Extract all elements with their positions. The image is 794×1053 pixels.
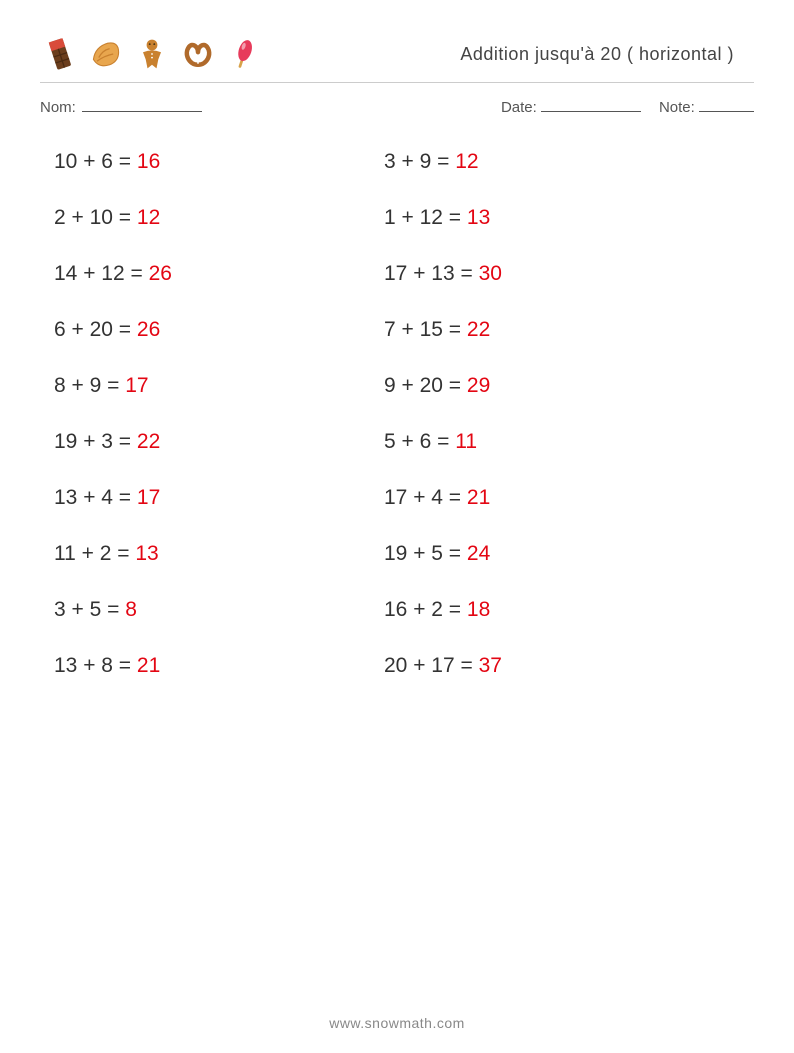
problem: 14 + 12 = 26 — [54, 262, 384, 286]
problem: 17 + 13 = 30 — [384, 262, 734, 286]
problem-expression: 9 + 20 = — [384, 374, 467, 397]
problem-answer: 21 — [467, 486, 490, 509]
problem-answer: 18 — [467, 598, 490, 621]
problem: 2 + 10 = 12 — [54, 206, 384, 230]
meta-name: Nom: — [40, 96, 202, 116]
problem: 19 + 5 = 24 — [384, 542, 734, 566]
problem-answer: 26 — [149, 262, 172, 285]
gingerbread-icon — [132, 34, 172, 74]
meta-note: Note: — [659, 96, 754, 116]
problem-answer: 13 — [135, 542, 158, 565]
croissant-icon — [86, 34, 126, 74]
problem-answer: 17 — [137, 486, 160, 509]
meta-date: Date: — [501, 96, 641, 116]
problem-answer: 16 — [137, 150, 160, 173]
problem-answer: 37 — [479, 654, 502, 677]
meta-row: Nom: Date: Note: — [40, 96, 754, 116]
problem-expression: 14 + 12 = — [54, 262, 149, 285]
pretzel-icon — [178, 34, 218, 74]
date-label: Date: — [501, 99, 537, 116]
problem-expression: 1 + 12 = — [384, 206, 467, 229]
problem-answer: 29 — [467, 374, 490, 397]
problem-answer: 22 — [467, 318, 490, 341]
header: Addition jusqu'à 20 ( horizontal ) — [40, 30, 754, 78]
problem: 6 + 20 = 26 — [54, 318, 384, 342]
chocolate-bar-icon — [40, 34, 80, 74]
problems-grid: 10 + 6 = 163 + 9 = 122 + 10 = 121 + 12 =… — [54, 150, 734, 678]
problem: 7 + 15 = 22 — [384, 318, 734, 342]
problem-answer: 24 — [467, 542, 490, 565]
name-blank — [82, 96, 202, 112]
problem-answer: 17 — [125, 374, 148, 397]
problem: 1 + 12 = 13 — [384, 206, 734, 230]
problem-expression: 17 + 13 = — [384, 262, 479, 285]
header-divider — [40, 82, 754, 83]
problem-answer: 30 — [479, 262, 502, 285]
problem-expression: 19 + 5 = — [384, 542, 467, 565]
problem-answer: 12 — [455, 150, 478, 173]
popsicle-icon — [224, 34, 264, 74]
problem: 16 + 2 = 18 — [384, 598, 734, 622]
problem-expression: 13 + 4 = — [54, 486, 137, 509]
problem: 19 + 3 = 22 — [54, 430, 384, 454]
problem-answer: 21 — [137, 654, 160, 677]
problem: 3 + 9 = 12 — [384, 150, 734, 174]
problem-expression: 16 + 2 = — [384, 598, 467, 621]
problem: 3 + 5 = 8 — [54, 598, 384, 622]
problem: 8 + 9 = 17 — [54, 374, 384, 398]
problem-expression: 11 + 2 = — [54, 542, 135, 565]
problem: 11 + 2 = 13 — [54, 542, 384, 566]
problem-expression: 3 + 9 = — [384, 150, 455, 173]
note-blank — [699, 96, 754, 112]
problem-expression: 7 + 15 = — [384, 318, 467, 341]
problem: 13 + 4 = 17 — [54, 486, 384, 510]
problem-answer: 12 — [137, 206, 160, 229]
problem-expression: 19 + 3 = — [54, 430, 137, 453]
problem: 10 + 6 = 16 — [54, 150, 384, 174]
problem-expression: 2 + 10 = — [54, 206, 137, 229]
problem-answer: 8 — [125, 598, 137, 621]
problem-expression: 13 + 8 = — [54, 654, 137, 677]
problem: 13 + 8 = 21 — [54, 654, 384, 678]
worksheet-page: Addition jusqu'à 20 ( horizontal ) Nom: … — [0, 0, 794, 1053]
problem-answer: 22 — [137, 430, 160, 453]
date-blank — [541, 96, 641, 112]
problem-answer: 11 — [455, 430, 477, 453]
problem-expression: 17 + 4 = — [384, 486, 467, 509]
problem: 9 + 20 = 29 — [384, 374, 734, 398]
problem: 17 + 4 = 21 — [384, 486, 734, 510]
problem-answer: 26 — [137, 318, 160, 341]
name-label: Nom: — [40, 99, 76, 116]
problem-expression: 3 + 5 = — [54, 598, 125, 621]
problem-expression: 8 + 9 = — [54, 374, 125, 397]
problem-expression: 10 + 6 = — [54, 150, 137, 173]
problem: 5 + 6 = 11 — [384, 430, 734, 454]
problem: 20 + 17 = 37 — [384, 654, 734, 678]
problem-expression: 6 + 20 = — [54, 318, 137, 341]
header-icons — [40, 32, 264, 76]
note-label: Note: — [659, 99, 695, 116]
problem-expression: 20 + 17 = — [384, 654, 479, 677]
problem-expression: 5 + 6 = — [384, 430, 455, 453]
worksheet-title: Addition jusqu'à 20 ( horizontal ) — [460, 44, 734, 65]
footer-url: www.snowmath.com — [0, 1015, 794, 1031]
problem-answer: 13 — [467, 206, 490, 229]
